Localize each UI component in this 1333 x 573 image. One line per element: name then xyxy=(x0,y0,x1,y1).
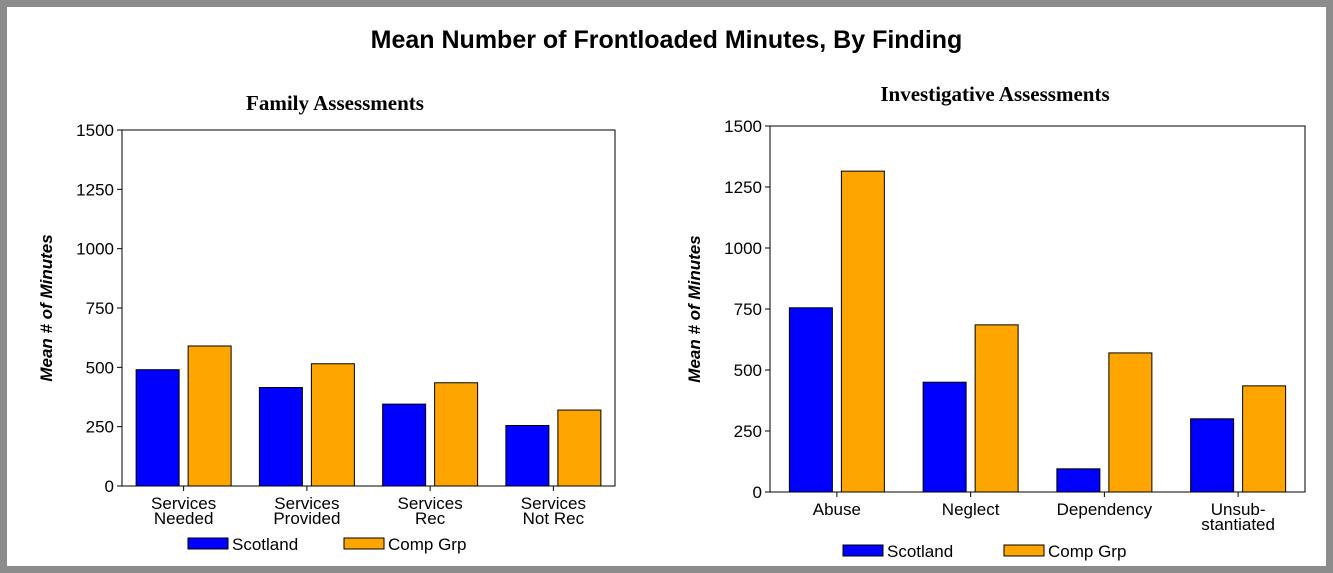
y-tick-label: 500 xyxy=(86,358,114,377)
x-tick-label: Services Provided xyxy=(273,494,340,528)
x-tick-label-line: Needed xyxy=(154,509,214,528)
bar-scotland xyxy=(382,403,427,487)
legend-label: Comp Grp xyxy=(388,535,466,554)
y-tick-label: 1500 xyxy=(76,121,114,140)
panel-title: Family Assessments xyxy=(246,91,424,115)
bar-comp-grp xyxy=(434,382,479,487)
y-tick-label: 250 xyxy=(734,422,762,441)
x-tick-label: Services Rec xyxy=(398,494,463,528)
y-tick-label: 750 xyxy=(86,299,114,318)
legend-swatch xyxy=(842,544,884,557)
panel-title: Investigative Assessments xyxy=(880,82,1109,106)
x-tick-label-line: Neglect xyxy=(942,500,1000,519)
y-tick-label: 0 xyxy=(105,477,114,496)
legend-label: Scotland xyxy=(232,535,298,554)
bar-comp-grp xyxy=(557,409,602,487)
x-tick-label-line: stantiated xyxy=(1201,515,1275,534)
x-tick-label-line: Services xyxy=(521,494,586,513)
bar-comp-grp xyxy=(187,345,232,487)
legend-label: Scotland xyxy=(887,542,953,561)
x-tick-label-line: Abuse xyxy=(813,500,861,519)
x-tick-label: Services Not Rec xyxy=(521,494,586,528)
x-tick-label-line: Rec xyxy=(415,509,446,528)
bar-comp-grp xyxy=(974,324,1019,493)
bar-comp-grp xyxy=(1108,352,1153,493)
x-tick-label: Neglect xyxy=(942,500,1000,519)
bar-scotland xyxy=(505,424,550,487)
y-tick-label: 1500 xyxy=(724,117,762,136)
main-title: Mean Number of Frontloaded Minutes, By F… xyxy=(370,26,963,54)
bar-scotland xyxy=(1056,468,1101,493)
x-tick-label-line: Services xyxy=(274,494,339,513)
bar-scotland xyxy=(1190,418,1235,493)
bar-comp-grp xyxy=(840,170,885,493)
y-tick-label: 250 xyxy=(86,418,114,437)
y-axis-label: Mean # of Minutes xyxy=(685,235,704,382)
x-tick-label-line: Services xyxy=(151,494,216,513)
x-tick-label-line: Unsub- xyxy=(1211,500,1266,519)
chart-2: Investigative Assessments 0 250 500 750 1000 1… xyxy=(685,82,1306,561)
y-tick-label: 750 xyxy=(734,300,762,319)
x-tick-label-line: Not Rec xyxy=(523,509,585,528)
legend-swatch xyxy=(187,537,229,550)
y-tick-label: 1250 xyxy=(724,178,762,197)
x-tick-label-line: Dependency xyxy=(1057,500,1153,519)
x-tick-label: Unsub-stantiated xyxy=(1201,500,1275,534)
x-tick-label: Services Needed xyxy=(151,494,216,528)
legend-swatch xyxy=(343,537,385,550)
legend-swatch xyxy=(1003,544,1045,557)
x-tick-label-line: Provided xyxy=(273,509,340,528)
legend-label: Comp Grp xyxy=(1048,542,1126,561)
y-axis-label: Mean # of Minutes xyxy=(37,234,56,381)
bar-comp-grp xyxy=(1242,385,1287,493)
x-tick-label: Abuse xyxy=(813,500,861,519)
y-tick-label: 0 xyxy=(753,483,762,502)
bar-scotland xyxy=(258,387,303,487)
bar-scotland xyxy=(922,381,967,493)
bar-scotland xyxy=(788,307,833,493)
x-tick-label-line: Services xyxy=(398,494,463,513)
y-tick-label: 1250 xyxy=(76,180,114,199)
chart-1: Family Assessments 0 250 500 750 1000 1250 1500… xyxy=(37,91,616,554)
bar-comp-grp xyxy=(310,363,355,487)
bar-scotland xyxy=(135,369,180,487)
y-tick-label: 1000 xyxy=(76,240,114,259)
y-tick-label: 500 xyxy=(734,361,762,380)
x-tick-label: Dependency xyxy=(1057,500,1153,519)
y-tick-label: 1000 xyxy=(724,239,762,258)
